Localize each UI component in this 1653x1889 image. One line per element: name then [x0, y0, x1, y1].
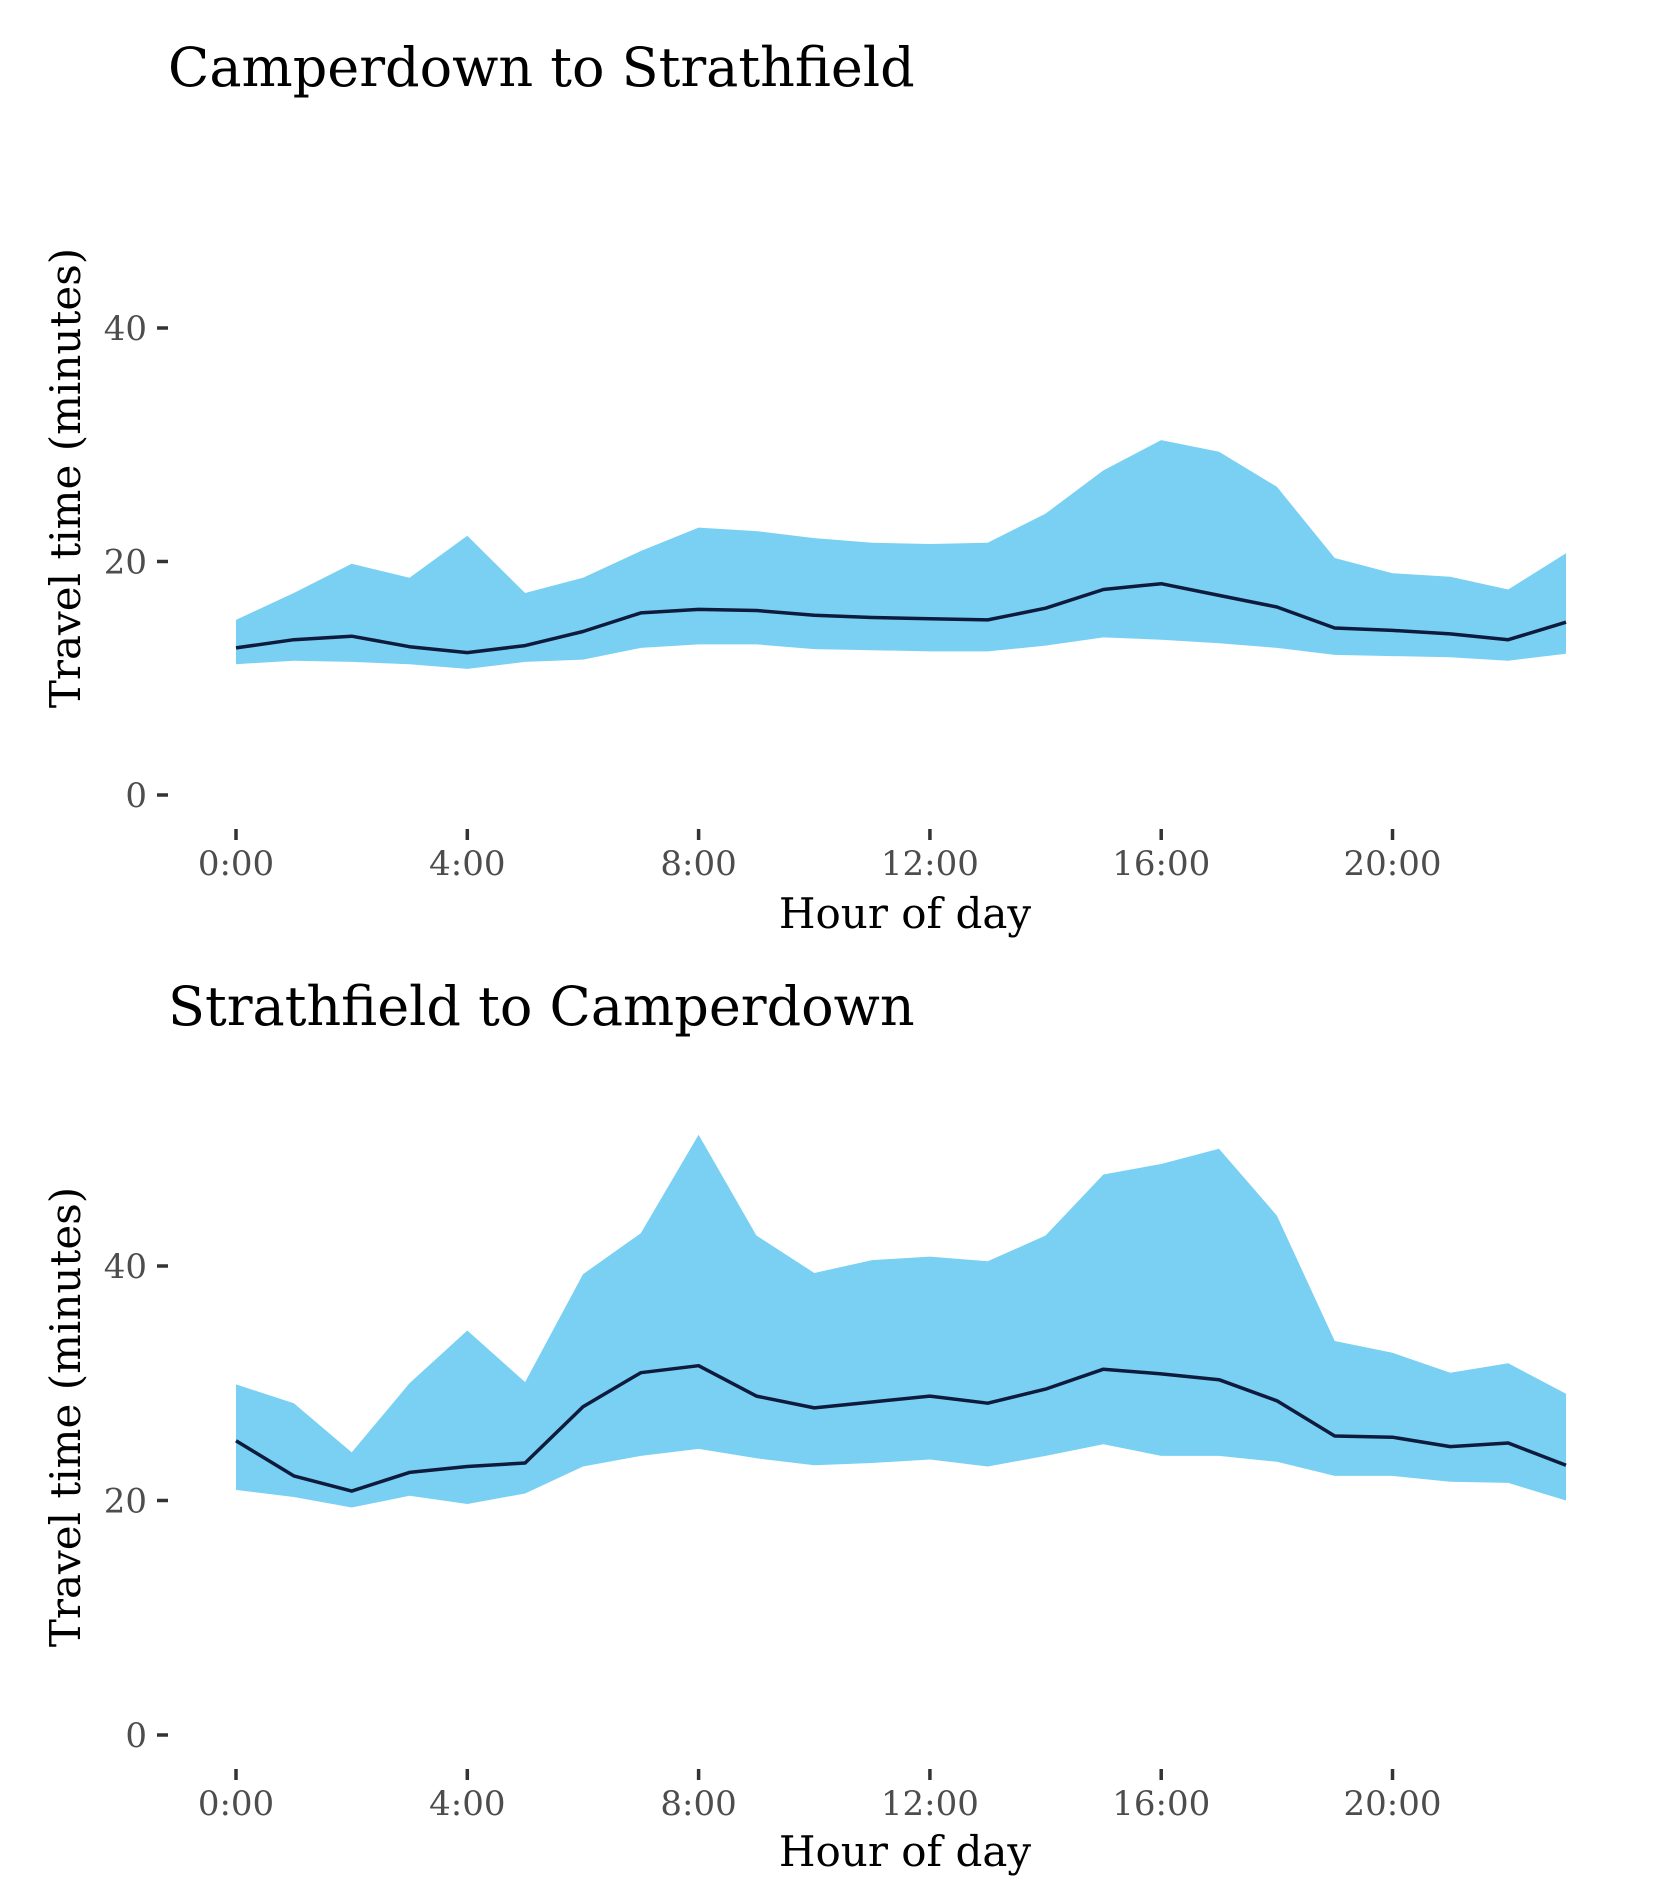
plot-area: 0:00 4:00 8:00 12:00 16:00 20:00 0 20 40 [104, 309, 1567, 884]
x-tick-label: 4:00 [429, 844, 505, 884]
x-tick-label: 8:00 [660, 844, 736, 884]
y-axis-title: Travel time (minutes) [41, 248, 90, 708]
chart-strathfield-to-camperdown: Strathfield to Camperdown 0:00 4:00 8:00 12… [0, 940, 1653, 1880]
x-axis-title: Hour of day [779, 889, 1031, 938]
x-tick-label: 16:00 [1112, 1784, 1210, 1824]
x-axis-title: Hour of day [779, 1827, 1031, 1876]
chart-svg-2: Strathfield to Camperdown 0:00 4:00 8:00 12… [41, 975, 1567, 1876]
x-tick-label: 20:00 [1344, 844, 1442, 884]
x-tick-label: 8:00 [660, 1784, 736, 1824]
plot-area: 0:00 4:00 8:00 12:00 16:00 20:00 0 20 40 [104, 1134, 1567, 1824]
x-tick-label: 16:00 [1112, 844, 1210, 884]
range-ribbon [236, 1134, 1566, 1508]
median-line [235, 581, 1567, 655]
chart-svg-1: Camperdown to Strathfield 0:00 4:00 8:00 12… [41, 36, 1567, 938]
y-tick-label: 20 [104, 1482, 147, 1522]
x-tick-label: 12:00 [881, 844, 979, 884]
y-tick-label: 40 [104, 309, 147, 349]
chart-camperdown-to-strathfield: Camperdown to Strathfield 0:00 4:00 8:00 12… [0, 0, 1653, 940]
y-axis-title: Travel time (minutes) [41, 1187, 90, 1647]
y-tick-label: 20 [104, 543, 147, 583]
x-tick-label: 0:00 [198, 844, 274, 884]
x-tick-label: 4:00 [429, 1784, 505, 1824]
chart-title: Strathfield to Camperdown [168, 975, 915, 1038]
x-tick-label: 20:00 [1344, 1784, 1442, 1824]
y-tick-label: 40 [104, 1247, 147, 1287]
x-tick-label: 12:00 [881, 1784, 979, 1824]
range-ribbon [236, 440, 1566, 669]
x-tick-label: 0:00 [198, 1784, 274, 1824]
y-tick-label: 0 [125, 776, 147, 816]
y-tick-label: 0 [125, 1716, 147, 1756]
chart-title: Camperdown to Strathfield [168, 36, 915, 99]
median-line [235, 1363, 1567, 1493]
